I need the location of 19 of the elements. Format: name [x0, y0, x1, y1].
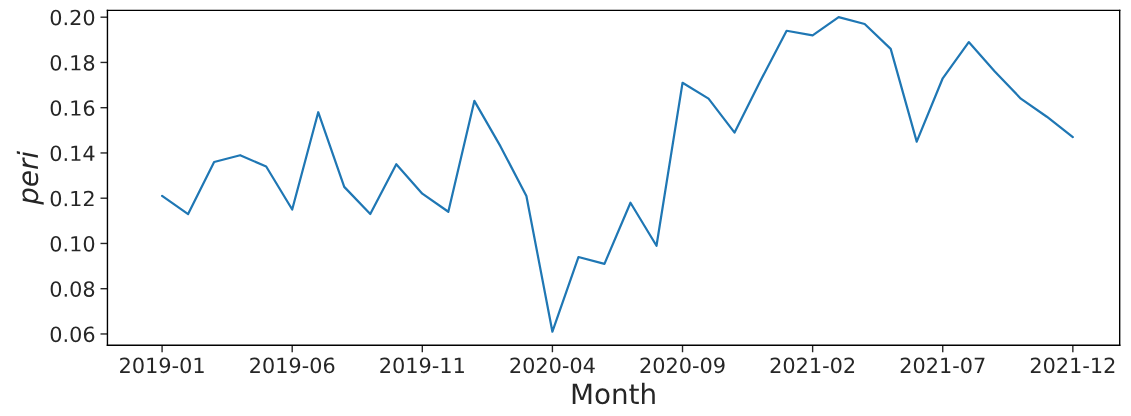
line-series [160, 16, 1074, 333]
y-tick-label: 0.16 [50, 100, 95, 116]
y-tick-label: 0.18 [50, 54, 95, 71]
x-tick-label: 2021-07 [900, 357, 985, 374]
x-tick-label: 2019-06 [250, 357, 335, 374]
x-tick-label: 2019-01 [120, 357, 204, 374]
x-tick-label: 2020-04 [510, 357, 595, 374]
x-tick-label: 2021-12 [1030, 357, 1115, 374]
x-tick-label: 2021-02 [770, 357, 855, 374]
y-axis-title: peri [16, 151, 44, 205]
y-tick-label: 0.20 [50, 9, 95, 26]
x-axis-title: Month [572, 382, 655, 405]
y-tick-label: 0.06 [50, 326, 95, 343]
y-tick-label: 0.08 [50, 281, 95, 297]
y-tick-label: 0.10 [50, 235, 95, 252]
x-tick-label: 2020-09 [640, 357, 725, 374]
y-tick-label: 0.12 [50, 190, 94, 207]
x-tick-label: 2019-11 [380, 357, 464, 374]
y-tick-label: 0.14 [50, 145, 95, 162]
